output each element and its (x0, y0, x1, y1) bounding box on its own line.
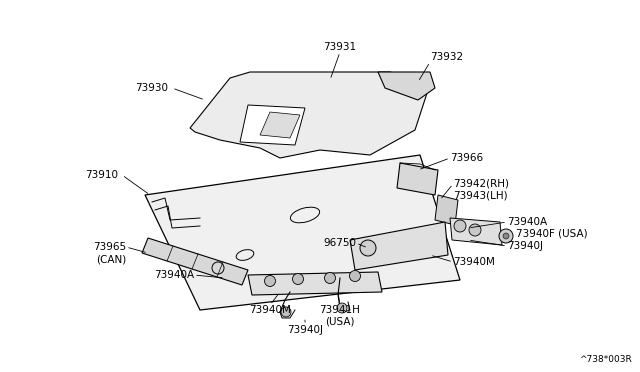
Polygon shape (378, 72, 435, 100)
Text: 73966: 73966 (450, 153, 483, 163)
Polygon shape (248, 272, 382, 295)
Text: (CAN): (CAN) (96, 254, 126, 264)
Text: 73940M: 73940M (249, 305, 291, 315)
Polygon shape (142, 238, 248, 285)
Text: 73930: 73930 (135, 83, 168, 93)
Text: 73943(LH): 73943(LH) (453, 191, 508, 201)
Text: 73910: 73910 (85, 170, 118, 180)
Circle shape (264, 276, 275, 286)
Text: ^738*003R: ^738*003R (579, 355, 632, 364)
Polygon shape (350, 222, 448, 270)
Text: 73940J: 73940J (287, 325, 323, 335)
Text: (USA): (USA) (325, 316, 355, 326)
Polygon shape (240, 105, 305, 145)
Polygon shape (397, 163, 438, 195)
Circle shape (499, 229, 513, 243)
Circle shape (349, 270, 360, 282)
Circle shape (292, 273, 303, 285)
Circle shape (454, 220, 466, 232)
Text: 73965: 73965 (93, 242, 126, 252)
Circle shape (281, 307, 291, 317)
Circle shape (324, 273, 335, 283)
Polygon shape (190, 72, 430, 158)
Circle shape (337, 303, 347, 313)
Polygon shape (435, 195, 458, 225)
Text: 73940J: 73940J (507, 241, 543, 251)
Text: 73940A: 73940A (507, 217, 547, 227)
Text: 73940A: 73940A (154, 270, 194, 280)
Text: 73931: 73931 (323, 42, 356, 52)
Circle shape (360, 240, 376, 256)
Text: 73940M: 73940M (453, 257, 495, 267)
Text: 73941H: 73941H (319, 305, 360, 315)
Text: 73932: 73932 (430, 52, 463, 62)
Circle shape (503, 233, 509, 239)
Polygon shape (145, 155, 460, 310)
Text: 73942(RH): 73942(RH) (453, 179, 509, 189)
Polygon shape (260, 112, 300, 138)
Circle shape (469, 224, 481, 236)
Text: 96750: 96750 (323, 238, 356, 248)
Text: 73940F (USA): 73940F (USA) (516, 229, 588, 239)
Polygon shape (450, 218, 502, 245)
